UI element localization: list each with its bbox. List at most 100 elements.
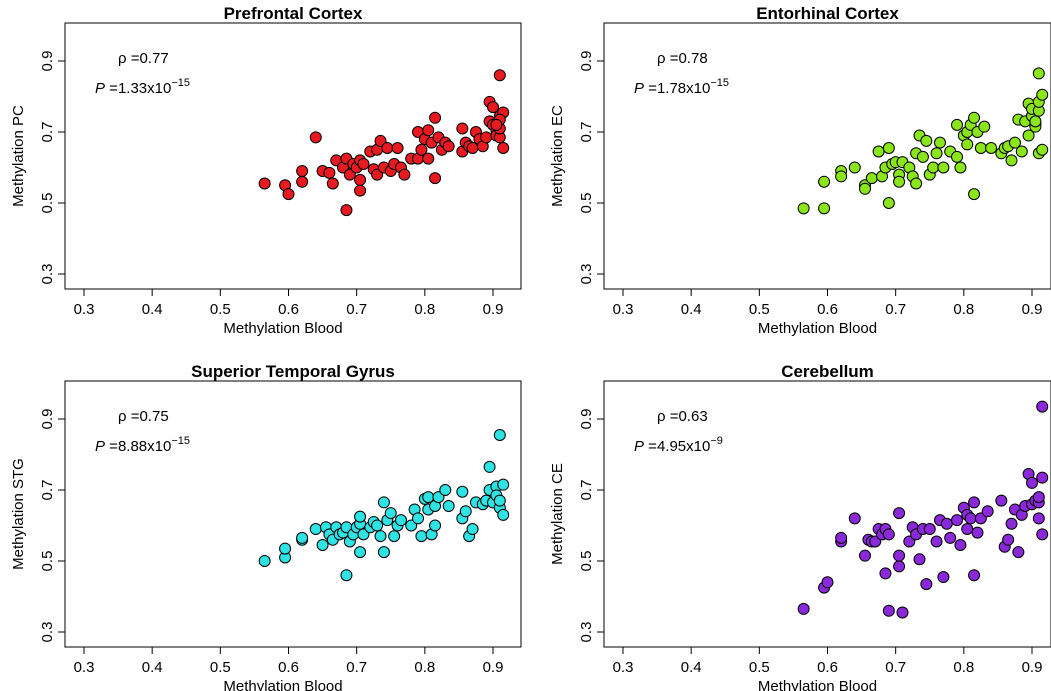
p-exponent: −15 [171,77,190,89]
data-point [879,567,892,580]
x-tick-label: 0.7 [885,301,906,318]
p-times-ten: x10 [686,438,710,455]
data-point [968,188,981,201]
data-point [968,111,981,124]
data-point [493,428,506,441]
y-tick-label: 0.5 [39,193,56,214]
y-tick-label: 0.7 [578,480,595,501]
y-tick-label: 0.7 [39,480,56,501]
data-point [1032,512,1045,525]
y-tick-label: 0.9 [578,51,595,72]
data-point [893,507,906,520]
p-equals: = [644,80,657,97]
data-point [835,531,848,544]
p-mantissa: 1.78 [657,80,686,97]
data-point [422,152,435,165]
y-tick-label: 0.5 [39,551,56,572]
y-tick-label: 0.9 [578,409,595,430]
p-mantissa: 4.95 [657,438,686,455]
x-tick-label: 0.8 [953,301,974,318]
data-point [1005,517,1018,530]
chart-title: Cerebellum [781,362,874,381]
data-point [1036,143,1049,156]
p-times-ten: x10 [686,80,710,97]
x-axis-label: Methylation Blood [758,678,877,691]
p-symbol: P [634,438,644,455]
data-point [493,69,506,82]
data-point [968,496,981,509]
data-point [995,494,1008,507]
data-point [296,165,309,178]
data-point [442,499,455,512]
data-point [930,147,943,160]
data-point [865,172,878,185]
data-point [923,523,936,536]
y-axis-label: Methylation STG [10,458,27,570]
data-point [490,118,503,131]
rho-value: 0.75 [139,408,168,425]
rho-symbol: ρ = [657,50,679,67]
data-point [893,560,906,573]
x-axis-label: Methylation Blood [758,320,877,337]
p-symbol: P [634,80,644,97]
data-point [1036,471,1049,484]
data-point [937,161,950,174]
data-point [466,523,479,536]
data-point [459,505,472,518]
p-equals: = [105,438,118,455]
data-point [422,124,435,137]
data-point [391,141,404,154]
x-tick-label: 0.4 [681,301,702,318]
data-point [848,512,861,525]
chart-title: Superior Temporal Gyrus [191,362,395,381]
data-point [1032,491,1045,504]
x-tick-label: 0.8 [414,659,435,676]
data-point [493,494,506,507]
data-point [882,528,895,541]
data-point [483,460,496,473]
x-tick-label: 0.8 [953,659,974,676]
data-point [951,514,964,527]
y-axis-label: Methylation EC [549,105,566,207]
y-axis-label: Methylation PC [10,105,27,207]
panel-2: Entorhinal Cortex 0.3 0.4 0.5 0.6 0.7 0.8 0.9 0.… [549,4,1051,337]
p-equals: = [105,80,118,97]
data-point [282,188,295,201]
data-point [951,118,964,131]
y-tick-label: 0.9 [39,51,56,72]
data-point [309,131,322,144]
data-point [456,485,469,498]
data-point [858,182,871,195]
rho-annotation: ρ =0.77 [118,50,169,67]
rho-annotation: ρ =0.78 [657,50,708,67]
data-point [818,175,831,188]
x-tick-label: 0.9 [1022,659,1043,676]
panel-4: Cerebellum 0.3 0.4 0.5 0.6 0.7 0.8 0.9 0.3 0.5 0.7… [549,362,1051,691]
rho-symbol: ρ = [118,408,140,425]
data-point [821,576,834,589]
data-point [340,569,353,582]
data-point [893,549,906,562]
data-point [377,546,390,559]
x-tick-label: 0.3 [613,659,634,676]
data-point [971,526,984,539]
x-axis-label: Methylation Blood [223,678,342,691]
data-point [968,569,981,582]
y-tick-label: 0.3 [39,622,56,643]
data-point [377,496,390,509]
p-symbol: P [95,438,105,455]
data-point [896,606,909,619]
x-tick-label: 0.5 [749,301,770,318]
p-mantissa: 1.33 [118,80,147,97]
y-tick-label: 0.7 [578,122,595,143]
data-point [1036,528,1049,541]
data-point [340,204,353,217]
data-point [429,111,442,124]
panel-1: Prefrontal Cortex 0.3 0.4 0.5 0.6 0.7 0.8 0.9 0.… [10,4,522,337]
data-point [1015,145,1028,158]
p-exponent: −15 [710,77,729,89]
chart-title: Prefrontal Cortex [224,4,363,23]
data-point [893,175,906,188]
data-point [944,531,957,544]
x-tick-label: 0.7 [885,659,906,676]
